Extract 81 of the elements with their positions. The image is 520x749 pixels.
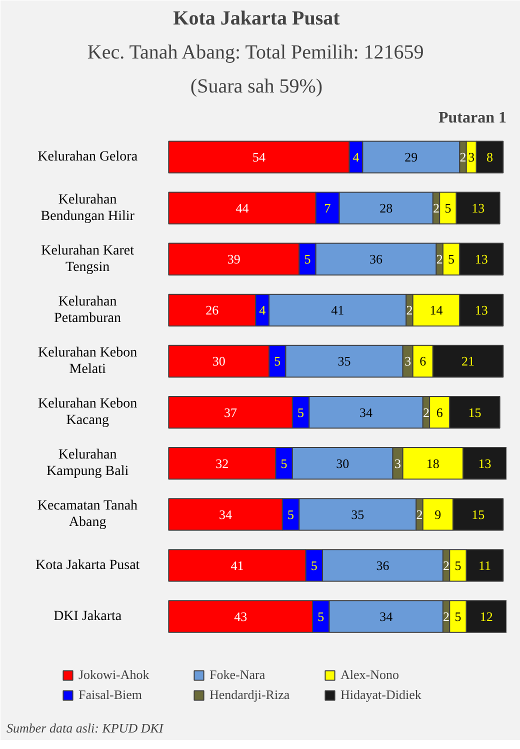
data-label: 54 [252, 150, 266, 165]
data-label: 6 [420, 354, 427, 369]
data-label: 2 [406, 302, 413, 318]
data-label: 15 [472, 506, 485, 522]
data-label: 34 [360, 404, 374, 420]
legend-label: Foke-Nara [210, 667, 266, 683]
y-tick-label: Kelurahan Kebon Kacang [38, 396, 138, 428]
data-label: 35 [351, 506, 364, 522]
y-tick-label: Kelurahan Petamburan [54, 294, 122, 326]
data-label: 5 [288, 506, 294, 522]
data-label: 2 [436, 252, 443, 267]
legend-label: Faisal-Biem [78, 687, 144, 703]
data-label: 36 [370, 252, 384, 267]
data-label: 28 [380, 200, 393, 216]
data-label: 7 [324, 200, 332, 216]
data-label: 35 [338, 354, 351, 369]
data-label: 5 [444, 200, 452, 216]
y-tick-label: Kota Jakarta Pusat [35, 558, 140, 573]
data-label: 6 [436, 404, 444, 420]
data-label: 29 [404, 150, 418, 165]
data-label: 34 [380, 609, 394, 624]
text: (Suara sah 59%) [190, 76, 323, 98]
data-label: 2 [460, 150, 466, 165]
data-label: 3 [468, 150, 475, 165]
y-tick-label: Kelurahan Bendungan Hilir [40, 192, 135, 224]
data-label: 13 [472, 200, 485, 216]
data-label: 5 [298, 404, 304, 420]
data-label: 5 [304, 252, 311, 267]
data-label: 5 [448, 252, 455, 267]
data-label: 39 [227, 252, 240, 267]
data-label: 36 [376, 558, 390, 573]
data-label: 5 [454, 558, 462, 573]
data-label: 13 [474, 302, 488, 318]
data-label: 43 [234, 609, 248, 624]
data-label: 13 [478, 456, 492, 471]
data-label: 13 [474, 252, 488, 267]
data-label: 3 [394, 456, 402, 471]
chart-title: Kota Jakarta Pusat [173, 8, 340, 30]
data-label: 5 [318, 609, 324, 624]
data-label: 2 [422, 404, 430, 420]
data-label: 11 [478, 558, 492, 573]
data-label: 9 [434, 506, 442, 522]
data-label: 8 [486, 150, 494, 165]
legend-label: Hidayat-Didiek [340, 687, 422, 703]
data-label: 2 [416, 506, 423, 522]
data-label: 5 [274, 354, 281, 369]
y-tick-label: Kecamatan Tanah Abang [37, 498, 138, 530]
legend-label: Alex-Nono [340, 667, 400, 683]
data-label: 44 [236, 200, 250, 216]
data-label: 4 [259, 302, 266, 318]
data-label: 41 [331, 302, 344, 318]
y-tick-label: Kelurahan Karet Tengsin [41, 243, 134, 275]
data-label: 32 [216, 456, 229, 471]
data-label: 30 [336, 456, 350, 471]
data-label: 5 [310, 558, 318, 573]
y-tick-label: Kelurahan Gelora [38, 150, 138, 165]
y-tick-label: Kelurahan Kebon Melati [38, 345, 138, 377]
data-label: 2 [433, 200, 440, 216]
y-tick-label: DKI Jakarta [54, 609, 122, 624]
data-label: 4 [352, 150, 360, 165]
legend-label: Jokowi-Ahok [78, 667, 150, 683]
legend-label: Hendardji-Riza [210, 687, 291, 703]
data-label: 14 [430, 302, 444, 318]
text: Putaran 1 [438, 110, 506, 126]
data-label: 37 [224, 404, 238, 420]
data-label: 34 [219, 506, 233, 522]
data-label: 5 [454, 609, 462, 624]
data-label: 41 [230, 558, 244, 573]
data-label: 15 [468, 404, 482, 420]
data-label: 26 [206, 302, 220, 318]
data-label: 30 [212, 354, 226, 369]
chart-subtitle: Kec. Tanah Abang: Total Pemilih: 121659 [87, 42, 424, 64]
data-label: 5 [280, 456, 288, 471]
data-label: 21 [462, 354, 475, 369]
data-label: 18 [426, 456, 440, 471]
data-label: 12 [480, 609, 493, 624]
data-label: 2 [443, 609, 450, 624]
y-tick-label: Kelurahan Kampung Bali [46, 448, 129, 480]
data-label: 2 [443, 558, 450, 573]
data-label: 3 [404, 354, 412, 369]
text: Sumber data asli: KPUD DKI [6, 720, 164, 736]
